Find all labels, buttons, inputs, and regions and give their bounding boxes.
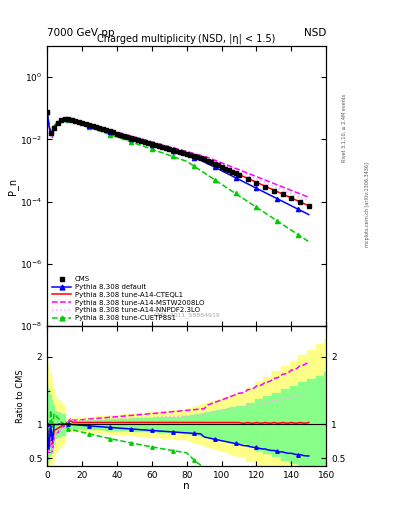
X-axis label: n: n [184, 481, 190, 491]
Text: mcplots.cern.ch [arXiv:1306.3436]: mcplots.cern.ch [arXiv:1306.3436] [365, 162, 370, 247]
Text: 7000 GeV pp: 7000 GeV pp [47, 28, 115, 38]
CMS [153, 142, 158, 148]
Text: CMS_2011_S8884919: CMS_2011_S8884919 [153, 312, 220, 317]
CMS [307, 203, 311, 209]
CMS [45, 109, 50, 115]
Y-axis label: P_n: P_n [7, 178, 18, 195]
CMS [184, 151, 189, 157]
Text: Rivet 3.1.10, ≥ 2.4M events: Rivet 3.1.10, ≥ 2.4M events [342, 94, 346, 162]
Title: Charged multiplicity (NSD, |η| < 1.5): Charged multiplicity (NSD, |η| < 1.5) [97, 34, 276, 45]
Y-axis label: Ratio to CMS: Ratio to CMS [16, 369, 25, 423]
CMS [188, 152, 193, 158]
CMS [73, 118, 77, 124]
Line: CMS: CMS [45, 110, 311, 208]
CMS [136, 137, 140, 143]
CMS [167, 146, 172, 152]
Legend: CMS, Pythia 8.308 default, Pythia 8.308 tune-A14-CTEQL1, Pythia 8.308 tune-A14-M: CMS, Pythia 8.308 default, Pythia 8.308 … [51, 275, 206, 323]
Text: NSD: NSD [304, 28, 326, 38]
